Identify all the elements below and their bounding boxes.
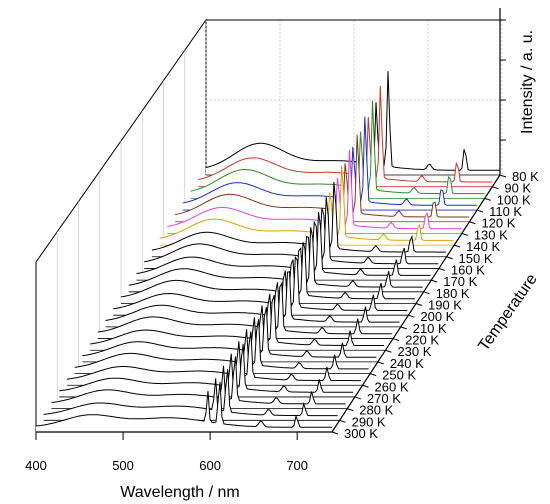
series-fill-190k: [121, 242, 416, 304]
temperature-tick-label: 120 K: [481, 216, 515, 231]
series-line-220k: [97, 281, 392, 335]
series-fill-210k: [105, 271, 401, 327]
axis-layer: [35, 8, 507, 440]
series-line-170k: [136, 212, 431, 276]
intensity-axis-label: Intensity / a. u.: [519, 30, 536, 134]
x-tick-label: 500: [112, 458, 134, 473]
series-line-140k: [159, 165, 454, 241]
temperature-tick: [385, 349, 392, 353]
series-line-200k: [113, 255, 408, 311]
series-fill-260k: [66, 331, 363, 386]
series-fill-240k: [82, 307, 378, 362]
temperature-tick-label: 220 K: [405, 333, 439, 348]
temperature-tick-label: 170 K: [443, 274, 477, 289]
temperature-tick-label: 190 K: [428, 298, 462, 313]
temperature-tick-label: 280 K: [359, 403, 393, 418]
temperature-tick-label: 160 K: [451, 262, 485, 277]
series-line-260k: [66, 331, 361, 382]
temperature-tick-label: 250 K: [382, 368, 416, 383]
temperature-tick-label: 240 K: [390, 356, 424, 371]
temperature-tick-label: 230 K: [397, 344, 431, 359]
grid-layer: [35, 18, 503, 432]
series-fill-280k: [51, 356, 348, 409]
temperature-tick-label: 80 K: [512, 169, 539, 184]
temperature-tick: [499, 174, 507, 178]
temperature-tick: [354, 396, 362, 400]
temperature-tick: [408, 314, 415, 318]
temperature-tick: [423, 291, 430, 295]
temperature-tick: [438, 267, 446, 271]
temperature-tick: [454, 244, 461, 248]
temperature-tick: [492, 186, 499, 190]
temperature-tick: [370, 373, 377, 377]
temperature-tick: [400, 326, 407, 330]
temperature-tick: [392, 338, 400, 342]
temperature-tick-label: 130 K: [474, 227, 508, 242]
series-fill-150k: [151, 182, 447, 257]
x-tick-label: 400: [25, 458, 47, 473]
series-fill-230k: [90, 295, 386, 351]
series-fill-250k: [74, 319, 371, 374]
temperature-tick-label: 140 K: [466, 239, 500, 254]
series-line-210k: [105, 271, 400, 323]
x-tick-label: 700: [286, 458, 308, 473]
temperature-tick: [476, 209, 484, 213]
temperature-tick-label: 300 K: [344, 426, 378, 441]
series-fill-220k: [97, 283, 394, 339]
temperature-tick: [362, 384, 369, 388]
series-layer: [35, 71, 500, 433]
series-line-150k: [151, 181, 446, 253]
series-fill-120k: [175, 134, 470, 222]
temperature-tick-label: 210 K: [413, 321, 447, 336]
temperature-tick-label: 260 K: [375, 379, 409, 394]
temperature-tick-label: 200 K: [420, 309, 454, 324]
temperature-tick-label: 110 K: [489, 204, 522, 219]
temperature-tick: [431, 279, 438, 283]
series-line-130k: [167, 149, 462, 230]
temperature-axis-label: Temperature: [475, 271, 541, 354]
temperature-tick-label: 150 K: [459, 251, 493, 266]
temperature-tick: [339, 419, 346, 423]
series-line-240k: [82, 306, 377, 358]
series-fill-160k: [144, 197, 439, 269]
series-line-230k: [90, 294, 385, 347]
series-line-250k: [74, 319, 369, 370]
series-fill-290k: [43, 369, 340, 421]
series-fill-200k: [113, 257, 409, 316]
temperature-tick: [461, 232, 468, 236]
x-tick-label: 600: [199, 458, 221, 473]
series-line-180k: [128, 227, 423, 288]
temperature-tick: [331, 431, 339, 435]
series-line-190k: [120, 242, 415, 300]
series-fill-270k: [59, 343, 355, 397]
temperature-tick: [415, 303, 423, 306]
temperature-tick-label: 270 K: [367, 391, 401, 406]
series-fill-180k: [128, 227, 424, 292]
x-axis-label: Wavelength / nm: [120, 484, 239, 501]
series-fill-170k: [136, 212, 432, 281]
series-fill-130k: [167, 149, 462, 234]
temperature-tick-label: 90 K: [504, 181, 531, 196]
series-line-290k: [43, 369, 338, 417]
series-line-300k: [35, 381, 332, 428]
temperature-tick: [377, 361, 384, 365]
series-line-280k: [51, 356, 346, 405]
series-line-160k: [144, 197, 439, 265]
temperature-tick-label: 290 K: [352, 414, 386, 429]
temperature-tick: [347, 408, 354, 412]
temperature-tick: [484, 197, 491, 201]
series-line-270k: [59, 343, 354, 393]
temperature-tick: [446, 256, 453, 260]
series-fill-140k: [159, 165, 455, 246]
temperature-tick-label: 180 K: [436, 286, 470, 301]
series-fill-300k: [36, 382, 332, 432]
temperature-tick-label: 100 K: [497, 192, 531, 207]
temperature-tick: [469, 221, 476, 225]
